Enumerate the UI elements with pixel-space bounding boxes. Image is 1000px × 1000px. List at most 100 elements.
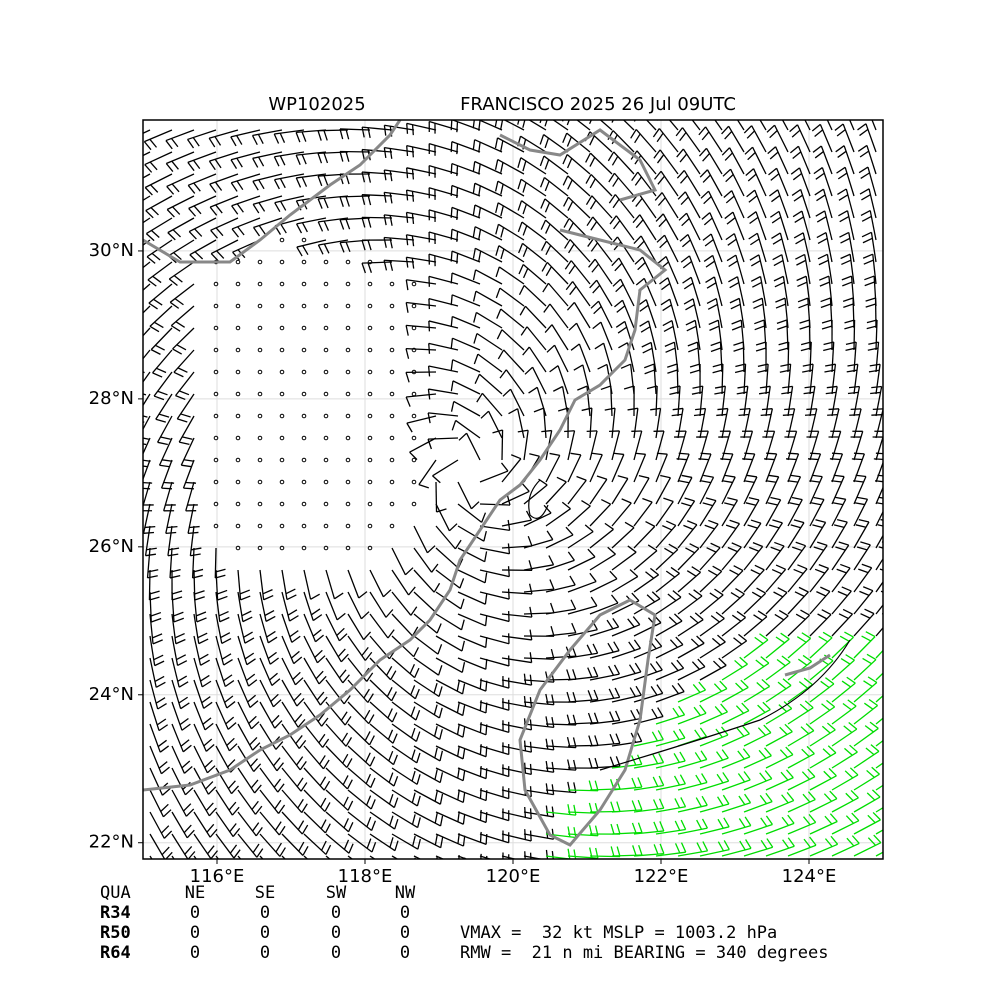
barb-staff bbox=[144, 151, 173, 166]
barb-flag bbox=[214, 136, 222, 146]
barb-staff bbox=[149, 679, 159, 710]
barb-staff bbox=[557, 365, 569, 395]
barb-flag bbox=[638, 474, 650, 479]
barb-flag bbox=[662, 320, 673, 327]
barb-flag bbox=[563, 196, 569, 207]
barb-staff bbox=[180, 437, 195, 466]
barb-flag bbox=[815, 172, 825, 180]
barb-flag bbox=[321, 717, 329, 727]
barb-flag bbox=[704, 524, 715, 530]
calm-marker bbox=[323, 303, 329, 309]
barb-flag bbox=[653, 821, 659, 832]
barb-flag bbox=[433, 726, 438, 737]
barb-flag bbox=[370, 799, 376, 810]
barb-staff bbox=[149, 657, 157, 688]
barb-staff bbox=[501, 745, 532, 753]
barb-flag bbox=[641, 341, 652, 348]
barb-flag bbox=[568, 243, 575, 254]
barb-flag bbox=[153, 298, 163, 306]
info-line: VMAX = 32 kt MSLP = 1003.2 hPa bbox=[460, 923, 777, 943]
barb-flag bbox=[342, 775, 349, 786]
barb-flag bbox=[540, 219, 547, 230]
barb-flag bbox=[635, 685, 642, 696]
barb-flag bbox=[573, 364, 584, 371]
barb-staff bbox=[875, 408, 883, 439]
barb-staff bbox=[721, 756, 751, 769]
barb-flag bbox=[389, 148, 393, 159]
barb-staff bbox=[435, 613, 462, 631]
barb-staff bbox=[765, 708, 793, 725]
barb-staff bbox=[501, 679, 532, 686]
barb-flag bbox=[691, 661, 700, 670]
barb-flag bbox=[160, 825, 170, 834]
barb-staff bbox=[149, 701, 160, 731]
barb-staff bbox=[721, 640, 747, 659]
barb-staff bbox=[325, 613, 340, 642]
barb-flag bbox=[345, 151, 350, 162]
barb-flag bbox=[755, 659, 765, 668]
barb-flag bbox=[654, 192, 663, 201]
barb-staff bbox=[831, 705, 857, 725]
barb-flag bbox=[522, 160, 527, 172]
barb-staff bbox=[339, 150, 371, 153]
barb-staff bbox=[831, 774, 859, 791]
barb-flag bbox=[364, 651, 373, 661]
calm-marker bbox=[367, 325, 373, 331]
barb-flag bbox=[754, 636, 764, 645]
barb-flag bbox=[797, 297, 809, 303]
barb-flag bbox=[644, 363, 655, 369]
barb-flag bbox=[775, 564, 786, 570]
calm-marker bbox=[301, 281, 307, 287]
barb-flag bbox=[541, 429, 552, 433]
barb-staff bbox=[699, 617, 725, 637]
barb-flag bbox=[748, 195, 758, 203]
barb-flag bbox=[207, 845, 215, 855]
calm-marker bbox=[323, 369, 329, 375]
barb-staff bbox=[699, 476, 715, 505]
barb-staff bbox=[237, 811, 257, 837]
barb-flag bbox=[500, 205, 504, 217]
barb-staff bbox=[809, 683, 835, 703]
barb-flag bbox=[750, 569, 761, 575]
barb-flag bbox=[760, 839, 768, 850]
barb-staff bbox=[545, 655, 576, 659]
barb-flag bbox=[214, 158, 222, 169]
barb-flag bbox=[700, 190, 710, 199]
calm-marker bbox=[279, 259, 285, 265]
barb-flag bbox=[807, 791, 816, 800]
barb-flag bbox=[318, 733, 326, 744]
barb-flag bbox=[806, 745, 815, 755]
barb-staff bbox=[872, 254, 877, 285]
barb-staff bbox=[765, 799, 794, 813]
barb-staff bbox=[451, 228, 481, 241]
barb-flag bbox=[564, 430, 575, 433]
barb-flag bbox=[816, 194, 826, 202]
barb-staff bbox=[479, 657, 510, 667]
barb-flag bbox=[478, 185, 481, 197]
calm-marker bbox=[367, 347, 373, 353]
barb-flag bbox=[157, 702, 167, 710]
barb-staff bbox=[143, 195, 151, 201]
barb-flag bbox=[273, 133, 280, 144]
axes: 116°E 118°E 120°E 122°E 124°E22°N24°N26°N28°… bbox=[89, 240, 837, 887]
barb-staff bbox=[189, 525, 195, 556]
barb-flag bbox=[188, 207, 197, 217]
barb-flag bbox=[588, 780, 593, 791]
calm-marker bbox=[389, 523, 395, 529]
barb-flag bbox=[646, 594, 656, 603]
barb-staff bbox=[143, 217, 151, 224]
barb-flag bbox=[383, 169, 387, 181]
barb-flag bbox=[267, 651, 277, 660]
barb-flag bbox=[205, 744, 215, 752]
barb-flag bbox=[798, 681, 808, 689]
barb-flag bbox=[842, 608, 853, 615]
barb-staff bbox=[457, 855, 469, 859]
barb-flag bbox=[716, 751, 724, 761]
barb-flag bbox=[314, 649, 323, 658]
barb-staff bbox=[451, 206, 481, 219]
barb-flag bbox=[389, 837, 394, 848]
barb-flag bbox=[780, 771, 789, 781]
barb-flag bbox=[710, 615, 720, 623]
barb-flag bbox=[562, 175, 569, 186]
barb-flag bbox=[198, 638, 209, 645]
